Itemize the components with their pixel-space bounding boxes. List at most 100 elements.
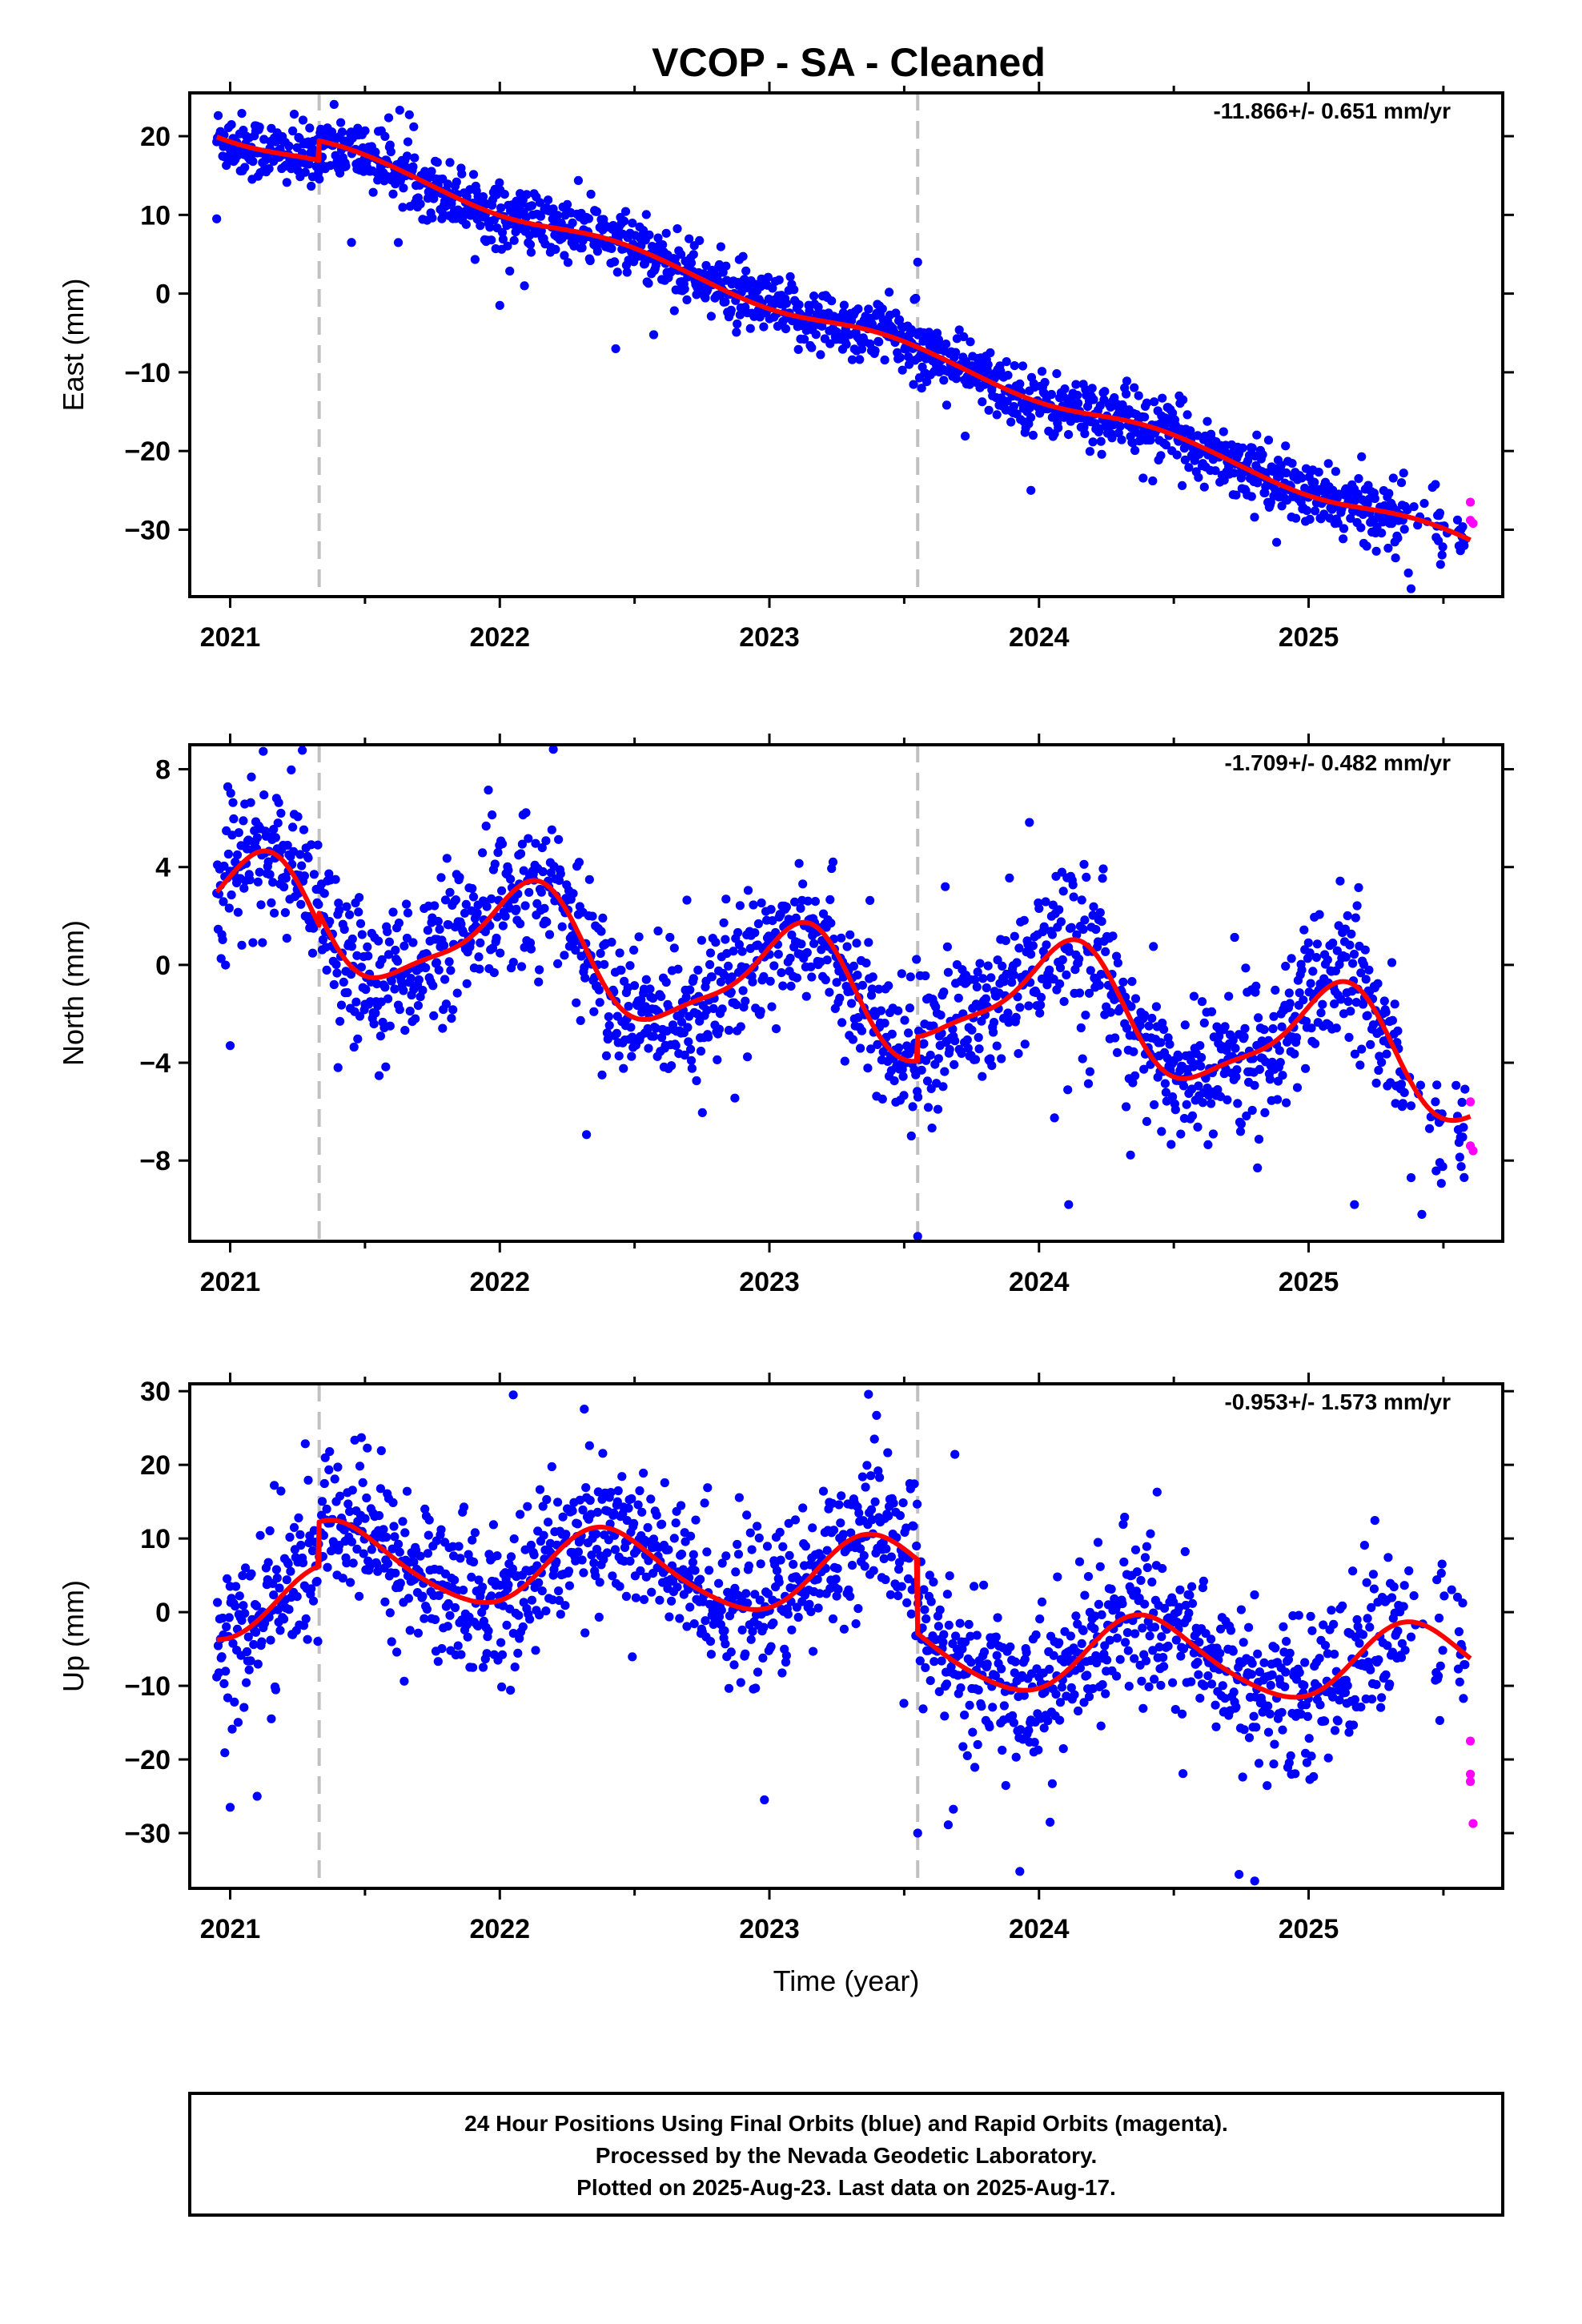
data-point bbox=[1152, 1487, 1162, 1497]
data-point bbox=[644, 1556, 653, 1566]
data-point bbox=[1012, 958, 1022, 967]
data-point bbox=[1226, 1626, 1236, 1635]
data-point bbox=[1230, 932, 1239, 943]
data-point bbox=[660, 1478, 669, 1488]
data-point bbox=[1346, 513, 1355, 523]
data-point bbox=[629, 945, 639, 955]
data-point bbox=[721, 895, 731, 904]
data-point bbox=[1094, 1599, 1103, 1609]
data-point bbox=[1228, 1647, 1238, 1656]
data-point bbox=[836, 1518, 845, 1528]
data-point bbox=[755, 1595, 765, 1605]
data-point bbox=[970, 1582, 979, 1591]
data-point bbox=[437, 1644, 447, 1654]
data-point bbox=[926, 1051, 935, 1060]
data-point bbox=[287, 765, 296, 775]
data-point bbox=[279, 1614, 289, 1624]
data-point bbox=[434, 1590, 444, 1600]
data-point bbox=[965, 1700, 974, 1710]
data-point bbox=[747, 1545, 757, 1554]
data-point bbox=[1239, 1032, 1249, 1042]
data-point bbox=[845, 1591, 855, 1601]
data-point bbox=[376, 997, 386, 1007]
data-point bbox=[1001, 936, 1010, 946]
data-point bbox=[294, 1513, 303, 1522]
data-point bbox=[355, 1591, 364, 1601]
data-point bbox=[1076, 1023, 1086, 1033]
data-point bbox=[704, 1032, 713, 1042]
data-point bbox=[641, 975, 651, 984]
data-point bbox=[1078, 924, 1088, 935]
data-point bbox=[1056, 917, 1066, 927]
data-point bbox=[839, 1624, 849, 1634]
data-point bbox=[948, 1024, 958, 1034]
data-point bbox=[717, 1004, 727, 1014]
data-point bbox=[1197, 1052, 1207, 1063]
data-point bbox=[1281, 1667, 1291, 1677]
data-point bbox=[724, 1025, 734, 1035]
outlier-point bbox=[913, 1232, 922, 1241]
data-point bbox=[786, 981, 796, 991]
data-point bbox=[598, 1449, 608, 1458]
data-point bbox=[822, 1546, 832, 1555]
data-point bbox=[335, 1491, 345, 1501]
data-point bbox=[1419, 499, 1429, 509]
data-point bbox=[759, 322, 769, 332]
data-point bbox=[224, 1613, 234, 1622]
data-point bbox=[673, 224, 682, 234]
data-point bbox=[1235, 1870, 1244, 1880]
data-point bbox=[1387, 1015, 1397, 1025]
data-point bbox=[1009, 402, 1018, 412]
data-point bbox=[249, 1639, 259, 1650]
data-point bbox=[526, 1540, 536, 1550]
data-point bbox=[621, 1591, 632, 1601]
data-point bbox=[1074, 1557, 1085, 1566]
data-point bbox=[295, 1530, 305, 1539]
data-point bbox=[1238, 443, 1247, 453]
data-point bbox=[534, 977, 544, 987]
data-point bbox=[1351, 913, 1360, 923]
data-point bbox=[1016, 1725, 1026, 1735]
data-point bbox=[1055, 979, 1065, 989]
data-point bbox=[748, 977, 757, 987]
data-point bbox=[1269, 1011, 1279, 1021]
data-point bbox=[326, 161, 335, 171]
data-point bbox=[1142, 1116, 1151, 1126]
data-point bbox=[1051, 1690, 1061, 1699]
data-point bbox=[753, 1667, 763, 1677]
data-point bbox=[1015, 1003, 1025, 1012]
data-point bbox=[622, 267, 632, 277]
data-point bbox=[396, 1578, 405, 1588]
data-point bbox=[1156, 1680, 1166, 1691]
data-point bbox=[283, 1559, 293, 1569]
data-point bbox=[537, 1586, 547, 1596]
data-point bbox=[873, 1039, 882, 1049]
data-point bbox=[790, 897, 800, 907]
data-point bbox=[791, 913, 801, 923]
data-point bbox=[554, 834, 564, 844]
data-point bbox=[1156, 1038, 1166, 1047]
data-point bbox=[1455, 1152, 1464, 1162]
data-point bbox=[934, 1622, 943, 1631]
data-point bbox=[922, 1076, 933, 1086]
data-point bbox=[963, 1043, 973, 1053]
data-point bbox=[1096, 436, 1106, 446]
data-point bbox=[733, 319, 742, 329]
data-point bbox=[553, 211, 563, 220]
data-point bbox=[1010, 361, 1019, 371]
data-point bbox=[286, 1566, 295, 1576]
data-point bbox=[445, 158, 455, 167]
data-point bbox=[289, 1522, 299, 1532]
data-point bbox=[1215, 1648, 1225, 1658]
data-point bbox=[410, 153, 420, 163]
data-point bbox=[625, 961, 635, 971]
data-point bbox=[1032, 1664, 1042, 1674]
data-point bbox=[1263, 1701, 1273, 1711]
data-point bbox=[669, 306, 679, 316]
data-point bbox=[972, 982, 982, 991]
data-point bbox=[276, 808, 286, 818]
data-point bbox=[815, 1589, 825, 1598]
data-point bbox=[342, 1558, 351, 1568]
data-point bbox=[624, 1503, 633, 1513]
